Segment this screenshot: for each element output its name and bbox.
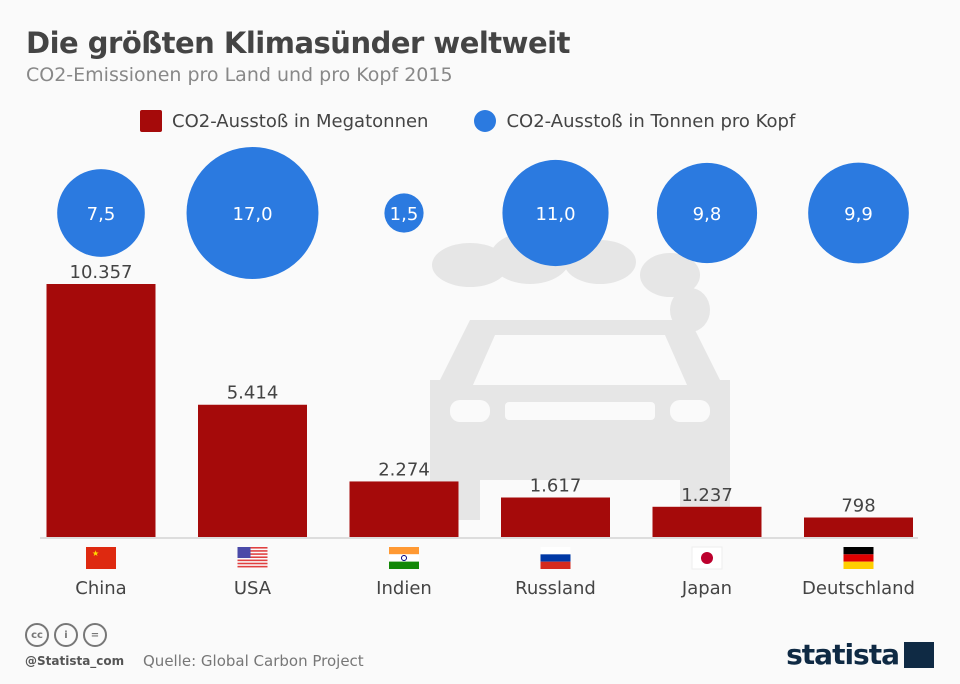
bar-value-label: 5.414 [227, 383, 279, 404]
india-flag [389, 547, 419, 555]
statista-handle[interactable]: @Statista_com [25, 654, 125, 668]
usa-flag-canton [237, 547, 251, 558]
per-capita-bubble [502, 159, 609, 267]
usa-flag-stripe [237, 547, 268, 549]
russia-flag [540, 547, 571, 555]
license-icons: cc i = [25, 623, 107, 647]
germany-flag [843, 554, 874, 562]
category-label: Japan [681, 578, 732, 599]
bar [349, 481, 459, 537]
india-flag-wheel [401, 555, 407, 561]
china-flag-star: ★ [92, 549, 99, 558]
bar [652, 506, 762, 537]
russia-flag [540, 561, 571, 569]
usa-flag-stripe [237, 559, 268, 562]
bubble-value-label: 17,0 [232, 204, 272, 225]
bar-value-label: 798 [841, 496, 875, 517]
statista-logo[interactable]: statista [786, 638, 934, 671]
china-flag [86, 547, 116, 569]
bubble-value-label: 1,5 [390, 204, 419, 225]
legend-circle-swatch [474, 110, 497, 132]
per-capita-bubble [656, 162, 758, 264]
bar-value-label: 2.274 [378, 459, 430, 480]
bar [804, 517, 913, 537]
category-label: Deutschland [802, 578, 915, 599]
usa-flag-stripe [237, 556, 268, 558]
bar-value-label: 1.237 [681, 485, 733, 506]
usa-flag-stripe [237, 550, 268, 552]
chart-title: Die größten Klimasünder weltweit [26, 26, 570, 60]
category-label: USA [234, 578, 272, 599]
legend-circle-label: CO2-Ausstoß in Tonnen pro Kopf [506, 110, 796, 132]
usa-flag-stripe [237, 562, 268, 565]
bubble-value-label: 7,5 [87, 204, 116, 225]
germany-flag [843, 561, 874, 569]
bar-value-label: 1.617 [530, 476, 582, 497]
legend-bar-swatch [140, 110, 162, 132]
usa-flag-stripe [237, 553, 268, 555]
logo-mark-icon [904, 641, 934, 668]
japan-flag-disc [701, 552, 713, 564]
cc-icon: cc [25, 623, 49, 647]
legend: CO2-Ausstoß in Megatonnen CO2-Ausstoß in… [140, 110, 795, 132]
bubble-value-label: 9,8 [693, 204, 722, 225]
chart-subtitle: CO2-Emissionen pro Land und pro Kopf 201… [26, 64, 453, 86]
bubble-value-label: 9,9 [844, 204, 873, 225]
legend-bar-label: CO2-Ausstoß in Megatonnen [172, 110, 429, 132]
per-capita-bubble [384, 193, 424, 233]
source-text: Quelle: Global Carbon Project [143, 652, 364, 670]
india-flag-green [389, 561, 419, 569]
germany-flag [843, 547, 874, 555]
logo-text: statista [786, 638, 900, 671]
nd-icon: = [83, 623, 107, 647]
category-label: China [75, 578, 126, 599]
per-capita-bubble [57, 169, 145, 257]
bubble-value-label: 11,0 [535, 204, 575, 225]
category-label: Russland [515, 578, 596, 599]
per-capita-bubble [808, 162, 909, 264]
bar [46, 284, 156, 537]
usa-flag-stripe [237, 565, 268, 568]
per-capita-bubble [186, 147, 319, 279]
india-flag-white [389, 554, 419, 562]
by-icon: i [54, 623, 78, 647]
category-label: Indien [376, 578, 432, 599]
bar [501, 497, 610, 537]
russia-flag [540, 554, 571, 562]
bar [198, 404, 307, 537]
bar-value-label: 10.357 [70, 262, 133, 283]
